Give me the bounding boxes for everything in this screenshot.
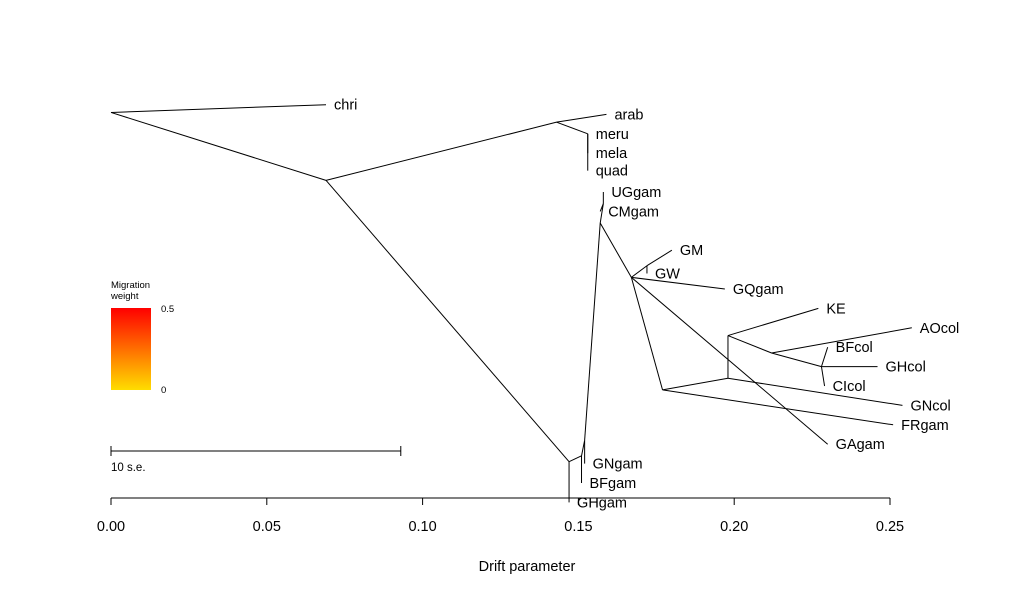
tip-label-arab: arab [614,107,643,123]
tree-edge-n_gam-n_wa [599,222,632,278]
scale-bar-label: 10 s.e. [111,462,146,474]
tip-label-uggam: UGgam [611,185,661,201]
legend-min-label: 0 [161,385,166,396]
legend-max-label: 0.5 [161,304,174,315]
tip-label-frgam: FRgam [901,418,949,434]
tip-label-gncol: GNcol [910,398,950,414]
tree-edge-GQgam [631,276,725,290]
tree-edge-GNcol [727,377,903,406]
x-axis: 0.00 0.05 0.10 0.15 0.20 0.25 [97,497,904,535]
tree-edge-n_bf3-n_bf2 [771,352,822,368]
legend-title-line2: weight [110,291,139,302]
tip-label-cmgam: CMgam [608,204,659,220]
tip-label-gagam: GAgam [836,437,885,453]
tip-label-bfgam: BFgam [590,476,637,492]
legend-title-line1: Migration [111,280,150,291]
tip-label-cicol: CIcol [833,379,866,395]
tip-label-aocol: AOcol [920,321,960,337]
x-tick-label-4: 0.20 [720,519,748,535]
tree-edge-n_gam-n_ug [599,203,604,224]
tree-edge-KE [727,307,819,337]
x-tick-label-3: 0.15 [564,519,592,535]
tip-label-quad: quad [596,164,628,180]
x-tick-label-5: 0.25 [876,519,904,535]
x-tick-label-1: 0.05 [253,519,281,535]
tip-label-gm: GM [680,243,703,259]
tree-edge-n_g3-n_gam [584,223,601,441]
tree-edge-arab [556,113,607,123]
x-tick-label-2: 0.10 [408,519,436,535]
tree-edge-BFcol [820,347,829,367]
migration-legend: Migration weight 0.5 0 [110,280,174,396]
tip-label-gw: GW [655,266,680,282]
tree-edge-chri [110,104,327,113]
tree-edge-n_col_base-n_col [662,377,729,391]
tree-edge-GM [646,249,673,267]
x-axis-title: Drift parameter [479,559,576,575]
tree-edges [110,104,912,503]
tip-label-ke: KE [826,301,846,317]
tip-label-meru: meru [596,127,629,143]
tip-label-ghcol: GHcol [886,360,926,376]
tip-label-mela: mela [596,146,628,162]
tree-edge-n_main-n_gam_base [325,180,570,462]
tip-label-bfcol: BFcol [836,340,873,356]
tip-label-gqgam: GQgam [733,282,784,298]
scale-bar: 10 s.e. [110,446,402,474]
tree-edge-n_g2-n_g3 [581,440,586,456]
tree-edge-n_wa-n_col_base [630,277,664,391]
tip-label-gngam: GNgam [593,457,643,473]
tree-edge-n_ara-n_mmq [556,121,588,135]
tree-edge-n_wa-n_gmgw [631,265,648,278]
tree-edge-GAgam [631,276,829,445]
tree-edge-root-n_main [110,111,327,181]
tree-edge-AOcol [771,327,912,354]
tree-edge-n_bf2-n_gh [820,366,826,387]
legend-gradient-bar [111,308,151,390]
x-tick-label-0: 0.00 [97,519,125,535]
tree-edge-n_col2-n_bf3 [727,335,772,354]
tip-label-ghgam: GHgam [577,495,627,511]
tip-label-chri: chri [334,98,357,114]
tree-edge-n_gam_base-n_g2 [568,455,582,463]
tree-edge-n_main-n_ara [325,121,557,181]
tree-edge-FRgam [662,389,894,426]
tree-edge-CMgam [599,203,604,212]
